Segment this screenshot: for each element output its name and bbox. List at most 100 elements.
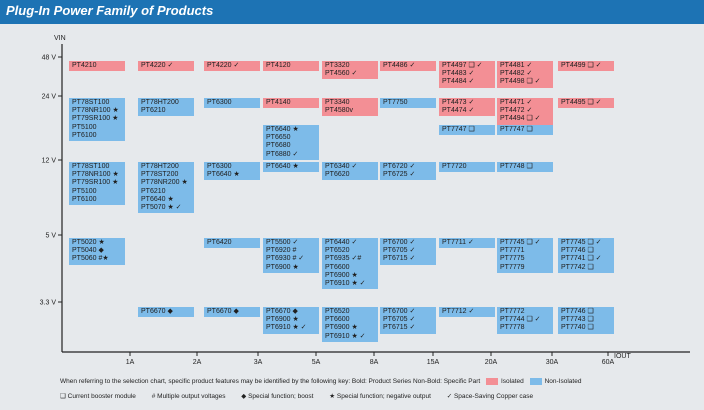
part-number: PT4210 — [72, 62, 97, 69]
isolated-product-block: PT4220 ✓ — [138, 61, 194, 72]
part-number: PT7711 ✓ — [442, 239, 474, 246]
part-number: PT6910 ★ ✓ — [325, 280, 366, 288]
part-number: PT5500 ✓ — [266, 239, 299, 246]
part-number: PT6930 # ✓ — [266, 255, 305, 263]
non-isolated-product-block: PT78ST100 PT78NR100 ★ PT79SR100 ★ PT5100 PT6… — [69, 162, 125, 206]
non-isolated-product-block: PT6670 ◆ — [138, 307, 194, 318]
x-tick-label: 5A — [312, 359, 321, 366]
non-isolated-product-block: PT6720 ✓ PT6725 ✓ — [380, 162, 436, 181]
isolated-product-block: PT4120 — [263, 61, 319, 72]
non-isolated-product-block: PT6700 ✓ PT6705 ✓ PT6715 ✓ — [380, 307, 436, 334]
part-number: PT7743 ❑ — [561, 316, 594, 324]
x-tick-label: 30A — [546, 359, 559, 366]
part-number: PT7771 — [500, 247, 525, 255]
part-number: PT6210 — [141, 187, 166, 195]
y-tick-label: 24 V — [42, 94, 57, 101]
isolated-product-block: PT4495 ❑ ✓ — [558, 98, 614, 109]
part-number: PT4220 ✓ — [141, 62, 174, 69]
part-number: PT3340 — [325, 99, 350, 106]
isolated-product-block: PT4481 ✓ PT4482 ✓ PT4498 ❑ ✓ — [497, 61, 553, 88]
part-number: PT7747 ❑ — [500, 126, 533, 133]
isolated-product-block: PT4220 ✓ — [204, 61, 260, 72]
part-number: PT7772 — [500, 308, 525, 315]
non-isolated-product-block: PT7748 ❑ — [497, 162, 553, 173]
non-isolated-product-block: PT7720 — [439, 162, 495, 173]
legend-note: When referring to the selection chart, s… — [60, 378, 481, 386]
non-isolated-product-block: PT6340 ✓ PT6620 — [322, 162, 378, 181]
legend-key-multiple: # Multiple output voltages — [151, 393, 226, 400]
part-number: PT7742 ❑ — [561, 263, 594, 271]
part-number: PT6705 ✓ — [383, 316, 416, 324]
part-number: PT6100 — [72, 131, 97, 139]
part-number: PT6900 ★ — [266, 263, 299, 271]
part-number: PT78ST200 — [141, 171, 179, 179]
non-isolated-product-block: PT78HT200 PT6210 — [138, 98, 194, 117]
part-number: PT6640 ★ — [141, 195, 174, 203]
non-isolated-product-block: PT6300 PT6640 ★ — [204, 162, 260, 181]
isolated-product-block: PT4499 ❑ ✓ — [558, 61, 614, 72]
part-number: PT6920 # — [266, 247, 297, 255]
y-tick-label: 48 V — [42, 55, 57, 62]
non-isolated-product-block: PT7745 ❑ ✓ PT7746 ❑ PT7741 ❑ ✓ PT7742 ❑ — [558, 238, 614, 273]
part-number: PT4473 ✓ — [442, 99, 475, 106]
part-number: PT7750 — [383, 99, 408, 106]
part-number: PT79SR100 ★ — [72, 115, 119, 123]
isolated-product-block: PT4471 ✓ PT4472 ✓ PT4494 ❑ ✓ — [497, 98, 553, 125]
part-number: PT4499 ❑ ✓ — [561, 62, 602, 69]
part-number: PT78HT200 — [141, 99, 179, 106]
x-tick-label: 1A — [126, 359, 135, 366]
part-number: PT6715 ✓ — [383, 255, 416, 263]
part-number: PT4482 ✓ — [500, 70, 533, 78]
part-number: PT4471 ✓ — [500, 99, 533, 106]
part-number: PT7720 — [442, 163, 467, 170]
y-axis-label: VIN — [54, 35, 66, 42]
part-number: PT4580v — [325, 107, 354, 115]
part-number: PT6600 — [325, 263, 350, 271]
part-number: PT6700 ✓ — [383, 239, 416, 246]
part-number: PT79SR100 ★ — [72, 179, 119, 187]
non-isolated-product-block: PT5020 ★ PT5040 ◆ PT5060 #★ — [69, 238, 125, 265]
y-ticks: 48 V 24 V 12 V 5 V 3.3 V — [40, 55, 62, 307]
part-number: PT6670 ◆ — [207, 308, 239, 315]
header-bar: Plug-In Power Family of Products — [0, 0, 704, 24]
part-number: PT7744 ❑ ✓ — [500, 316, 541, 324]
chart-axes: VIN IOUT — [54, 35, 690, 360]
part-number: PT6650 — [266, 134, 291, 142]
non-isolated-product-block: PT6700 ✓ PT6705 ✓ PT6715 ✓ — [380, 238, 436, 265]
non-isolated-product-block: PT78ST100 PT78NR100 ★ PT79SR100 ★ PT5100 PT6… — [69, 98, 125, 142]
y-tick-label: 5 V — [45, 233, 56, 240]
non-isolated-product-block: PT7746 ❑ PT7743 ❑ PT7740 ❑ — [558, 307, 614, 334]
part-number: PT6900 ★ — [266, 316, 299, 324]
isolated-product-block: PT4140 — [263, 98, 319, 109]
non-isolated-product-block: PT7712 ✓ — [439, 307, 495, 318]
part-number: PT6725 ✓ — [383, 171, 416, 179]
x-axis-label: IOUT — [614, 353, 631, 360]
legend-key-booster: ❑ Current booster module — [60, 393, 136, 400]
part-number: PT7748 ❑ — [500, 163, 533, 170]
non-isolated-swatch — [529, 378, 542, 385]
part-number: PT6300 — [207, 99, 232, 106]
part-number: PT5070 ★ ✓ — [141, 204, 182, 212]
part-number: PT5060 #★ — [72, 255, 109, 263]
part-number: PT7740 ❑ — [561, 324, 594, 332]
part-number: PT6900 ★ — [325, 271, 358, 279]
part-number: PT4140 — [266, 99, 291, 106]
part-number: PT6440 ✓ — [325, 239, 358, 246]
part-number: PT4484 ✓ — [442, 78, 475, 86]
x-tick-label: 15A — [427, 359, 440, 366]
part-number: PT6900 ★ — [325, 324, 358, 332]
part-number: PT7745 ❑ ✓ — [500, 239, 541, 246]
x-tick-label: 2A — [193, 359, 202, 366]
non-isolated-product-block: PT6300 — [204, 98, 260, 109]
non-isolated-product-block: PT5500 ✓ PT6920 # PT6930 # ✓ PT6900 ★ — [263, 238, 319, 273]
isolated-product-block: PT3320 PT4560 ✓ — [322, 61, 378, 80]
part-number: PT5100 — [72, 187, 97, 195]
part-number: PT78ST100 — [72, 163, 110, 170]
part-number: PT5020 ★ — [72, 239, 105, 246]
part-number: PT6640 ★ — [266, 163, 299, 170]
non-isolated-product-block: PT78HT200 PT78ST200 PT78NR200 ★ PT6210 PT664… — [138, 162, 194, 214]
part-number: PT5100 — [72, 123, 97, 131]
isolated-product-block: PT3340 PT4580v — [322, 98, 378, 117]
chart-panel — [0, 24, 704, 410]
isolated-swatch — [486, 378, 498, 385]
